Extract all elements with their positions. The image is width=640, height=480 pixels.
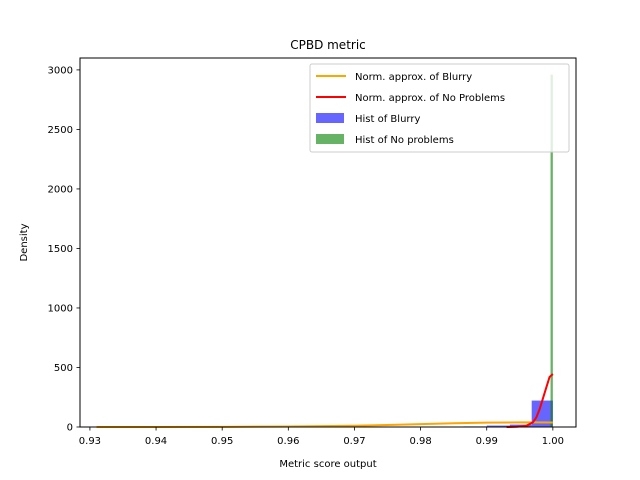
chart-title: CPBD metric [290,38,366,52]
x-tick-label: 0.95 [211,436,233,447]
legend-frame [309,63,570,153]
y-tick-label: 0 [67,423,73,434]
legend: Norm. approx. of Blurry Norm. approx. of … [309,63,570,153]
legend-patch-swatch [316,134,344,144]
y-tick-label: 500 [54,363,73,374]
x-tick-label: 0.93 [79,436,101,447]
legend-patch-swatch [316,113,344,123]
y-axis-label: Density [19,223,30,261]
no-problems-normal-line [506,373,554,428]
y-tick-label: 1500 [48,244,73,255]
x-tick-label: 0.98 [409,436,431,447]
x-tick-label: 0.97 [343,436,365,447]
legend-label: Norm. approx. of No Problems [355,93,505,104]
x-tick-label: 0.96 [277,436,299,447]
axis-ticks: 0.93 0.94 0.95 0.96 0.97 0.98 0.99 1.00 0 500 1000… [48,65,564,447]
x-axis-label: Metric score output [279,459,376,470]
x-tick-label: 1.00 [542,436,564,447]
legend-label: Norm. approx. of Blurry [355,72,472,83]
no-problems-hist-bar-0 [550,74,553,427]
y-tick-label: 3000 [48,65,73,76]
blurry-hist-bar-2 [486,425,510,427]
y-tick-label: 2500 [48,125,73,136]
x-tick-label: 0.99 [476,436,498,447]
legend-label: Hist of No problems [355,135,454,146]
axes-frame [79,57,577,428]
blurry-hist-bar-4 [531,400,553,427]
y-tick-label: 1000 [48,303,73,314]
y-tick-label: 2000 [48,184,73,195]
legend-label: Hist of Blurry [355,114,420,125]
x-tick-label: 0.94 [145,436,167,447]
